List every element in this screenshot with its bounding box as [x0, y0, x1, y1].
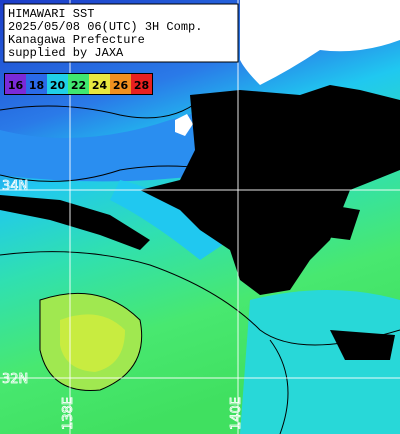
header-line: supplied by JAXA: [8, 46, 124, 60]
legend-swatch: [131, 74, 152, 94]
legend-swatch: [89, 74, 110, 94]
longitude-label: 140E: [229, 397, 244, 430]
legend-label: 16: [8, 79, 24, 92]
legend-label: 20: [50, 79, 66, 92]
latitude-label: 32N: [2, 372, 28, 387]
legend-label: 28: [134, 79, 149, 92]
legend-swatch: [68, 74, 89, 94]
legend-swatch: [5, 74, 26, 94]
legend-label: 18: [29, 79, 44, 92]
header-line: HIMAWARI SST: [8, 7, 94, 21]
legend-swatch: [47, 74, 68, 94]
longitude-label: 138E: [61, 397, 76, 430]
header-box: [3, 3, 239, 63]
header-line: Kanagawa Prefecture: [8, 33, 145, 47]
legend-swatch: [110, 74, 131, 94]
color-legend: 16 18 20 22 24 26 28: [4, 73, 153, 95]
header-line: 2025/05/08 06(UTC) 3H Comp.: [8, 20, 202, 34]
legend-label: 22: [71, 79, 86, 92]
legend-label: 24: [92, 79, 108, 92]
latitude-label: 34N: [2, 179, 28, 194]
legend-label: 26: [113, 79, 129, 92]
legend-swatch: [26, 74, 47, 94]
